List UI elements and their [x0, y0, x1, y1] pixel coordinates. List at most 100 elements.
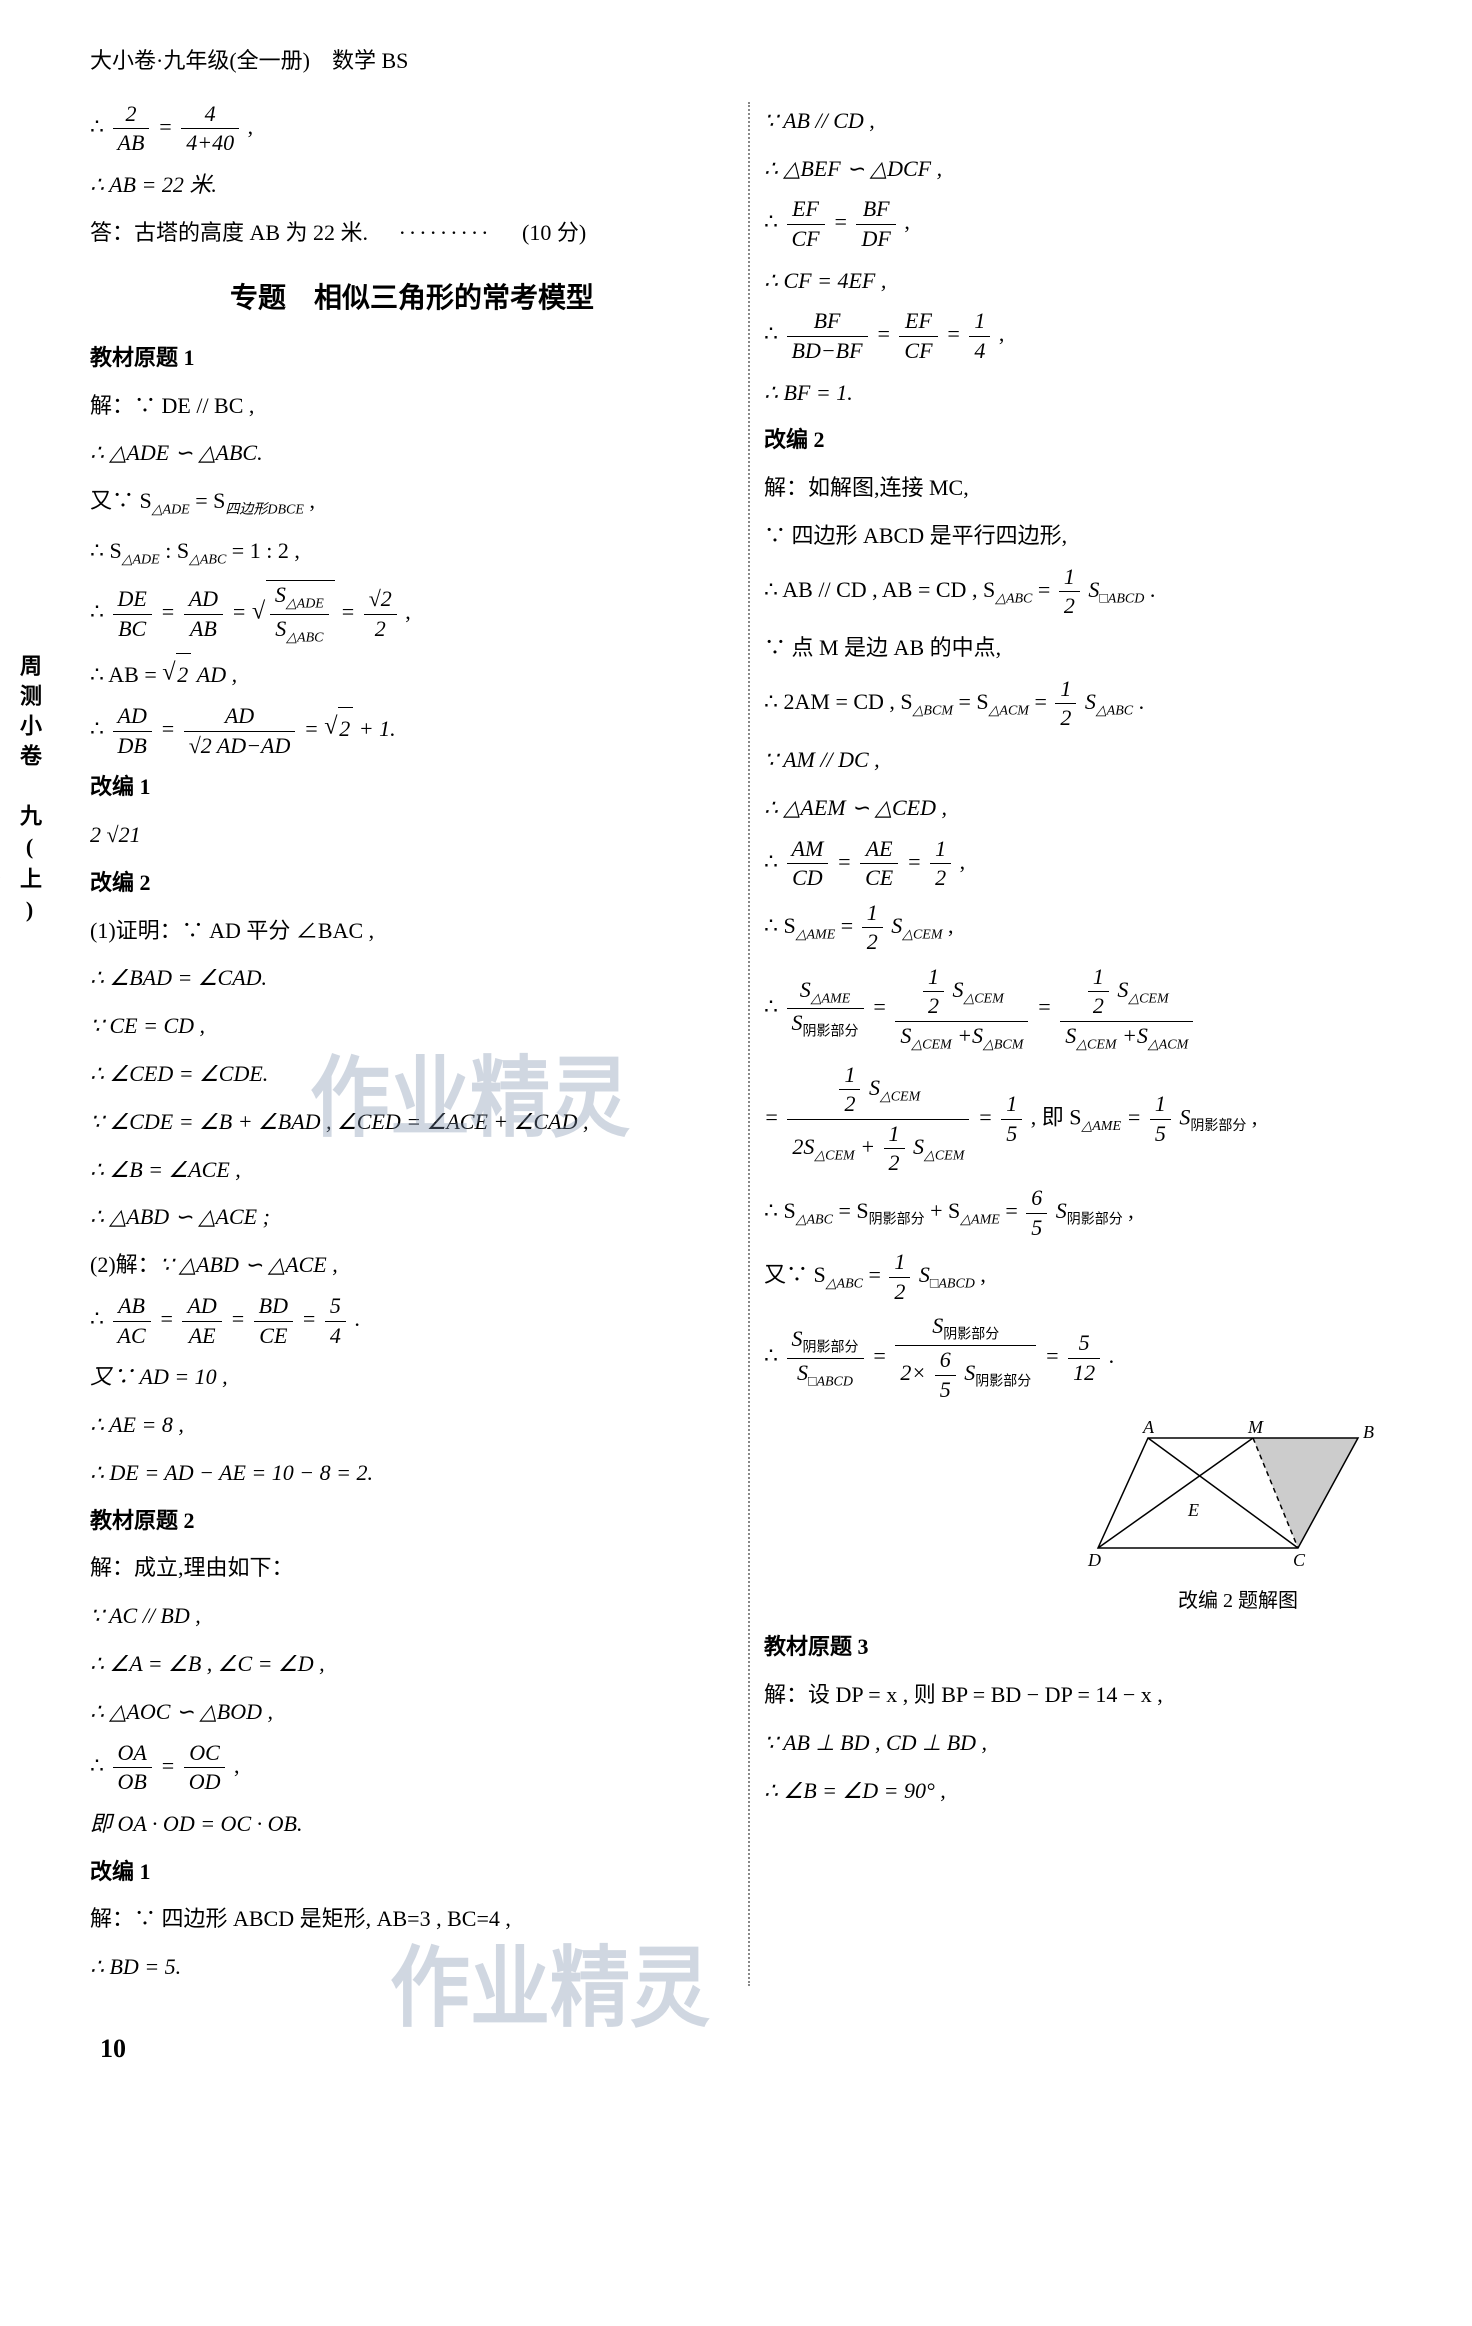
line: ∴ ∠CED = ∠CDE.: [90, 1053, 734, 1095]
line: ∴ S△ABC = S阴影部分 + S△AME = 65 S阴影部分 ,: [764, 1184, 1408, 1242]
d: 5: [1150, 1120, 1171, 1149]
d: 2: [884, 1149, 905, 1178]
n: 6: [935, 1346, 956, 1376]
sub: △ABC: [1096, 703, 1133, 718]
t: ∴ S: [764, 913, 796, 938]
line: 又∵ S△ABC = 12 S□ABCD ,: [764, 1248, 1408, 1306]
n: AB: [113, 1292, 151, 1322]
t: : S: [165, 538, 189, 563]
t: ∴ S: [764, 1198, 796, 1223]
d: 2: [930, 864, 951, 893]
t: =: [841, 913, 859, 938]
rad: 2: [338, 707, 353, 750]
pt-C: C: [1293, 1550, 1306, 1570]
n: AD: [182, 1292, 221, 1322]
den: AB: [113, 129, 150, 158]
page-number: 10: [100, 2024, 1422, 2073]
d: CF: [787, 225, 825, 254]
t: ,: [1128, 1198, 1134, 1223]
sub: 阴影部分: [943, 1328, 999, 1343]
line: 解：成立,理由如下：: [90, 1547, 734, 1589]
sub: △CEM: [814, 1148, 854, 1163]
sub: 阴影部分: [1190, 1119, 1246, 1134]
d: DF: [856, 225, 895, 254]
sub: △BCM: [983, 1037, 1023, 1052]
t: 答：古塔的高度 AB 为 22 米.: [90, 220, 368, 245]
diagram-parallelogram: A M B D C E 改编 2 题解图: [1068, 1418, 1408, 1620]
sub: △CEM: [963, 991, 1003, 1006]
n: AM: [787, 835, 829, 865]
d: 2: [839, 1090, 860, 1119]
sub: △CEM: [902, 927, 942, 942]
sub: 阴影部分: [803, 1025, 859, 1040]
line: ∴ S△AME = 12 S△CEM ,: [764, 899, 1408, 957]
d: AC: [113, 1322, 151, 1351]
line: ∴ EFCF = BFDF ,: [764, 195, 1408, 253]
line: ∴ DE = AD − AE = 10 − 8 = 2.: [90, 1452, 734, 1494]
line: ∴ CF = 4EF ,: [764, 260, 1408, 302]
side-line-2: 第四章 图形的相似: [0, 714, 8, 984]
sub: □ABCD: [1099, 591, 1144, 606]
n: BD: [254, 1292, 293, 1322]
d: 2: [862, 928, 883, 957]
sub: △ABC: [826, 1277, 863, 1292]
score: (10 分): [522, 220, 586, 245]
num: 4: [181, 100, 239, 130]
n: BF: [787, 307, 868, 337]
pt-M: M: [1247, 1418, 1264, 1437]
line-big-frac: ∴ S△AME S阴影部分 = 12 S△CEM S△CEM +S△BCM: [764, 963, 1408, 1055]
heading-gb2: 改编 2: [90, 862, 734, 904]
d: 2: [1055, 704, 1076, 733]
sub: △BCM: [913, 703, 953, 718]
sub: △CEM: [1128, 991, 1168, 1006]
d: 2: [923, 992, 944, 1021]
n: 5: [325, 1292, 346, 1322]
line-frac-eq: ∴ 2AB = 44+40 ,: [90, 100, 734, 158]
t: S: [800, 977, 811, 1002]
t: (1)证明：: [90, 918, 182, 943]
t: ,: [904, 210, 910, 235]
line: ∴ △AEM ∽ △CED ,: [764, 787, 1408, 829]
line: ∵ AB // CD ,: [764, 100, 1408, 142]
t: S: [900, 1023, 911, 1048]
t: S: [275, 616, 286, 641]
line: ∵ AB ⊥ BD , CD ⊥ BD ,: [764, 1722, 1408, 1764]
t: + 1.: [359, 716, 396, 741]
t: ,: [960, 849, 966, 874]
diagram-caption: 改编 2 题解图: [1068, 1582, 1408, 1620]
d: BD−BF: [787, 337, 868, 366]
t: + S: [930, 1198, 960, 1223]
t: ,: [248, 114, 254, 139]
d: DB: [113, 732, 152, 761]
t: S: [792, 1326, 803, 1351]
sub: △ABC: [995, 591, 1032, 606]
t: S: [952, 977, 963, 1002]
heading-jc3: 教材原题 3: [764, 1626, 1408, 1668]
section-title: 专题 相似三角形的常考模型: [90, 272, 734, 325]
d: AB: [184, 615, 223, 644]
heading-gb1b: 改编 1: [90, 1851, 734, 1893]
t: .: [1139, 689, 1145, 714]
line: ∴ S△ADE : S△ABC = 1 : 2 ,: [90, 530, 734, 574]
t: .: [354, 1306, 360, 1331]
sub: △ACM: [1148, 1037, 1188, 1052]
sub: △ADE: [122, 553, 160, 568]
heading-jc2: 教材原题 2: [90, 1500, 734, 1542]
d: AE: [182, 1322, 221, 1351]
t: ∴: [90, 114, 110, 139]
d: 4: [969, 337, 990, 366]
heading-gb2b: 改编 2: [764, 419, 1408, 461]
n: √2: [364, 585, 397, 615]
sub: △ACM: [989, 703, 1029, 718]
n: 5: [1068, 1329, 1100, 1359]
t: ∴: [90, 1306, 110, 1331]
d: 12: [1068, 1359, 1100, 1388]
line: ∴ ADDB = AD√2 AD−AD = 2 + 1.: [90, 702, 734, 760]
t: ,: [999, 322, 1005, 347]
t: (2)解：: [90, 1252, 160, 1277]
line-big-frac3: ∴ S阴影部分 S□ABCD = S阴影部分 2× 65 S阴影部分 = 512: [764, 1312, 1408, 1404]
t: ∴ AB // CD , AB = CD , S: [764, 577, 995, 602]
n: 1: [969, 307, 990, 337]
line: 2 √21: [90, 814, 734, 856]
t: ∴: [90, 599, 110, 624]
